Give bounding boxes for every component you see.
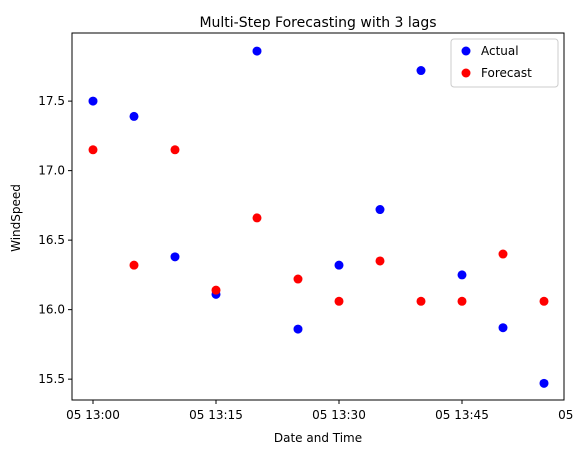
y-tick-label: 17.0: [38, 164, 65, 178]
y-tick-label: 15.5: [38, 372, 65, 386]
actual-point: [170, 252, 180, 262]
legend: Actual Forecast: [450, 38, 559, 88]
plot-area: [71, 32, 565, 401]
legend-label-forecast: Forecast: [481, 66, 532, 80]
y-tick-label: 16.0: [38, 303, 65, 317]
data-points: [88, 46, 549, 388]
forecast-point: [416, 296, 426, 306]
x-tick-label: 05 13:15: [189, 408, 243, 422]
y-tick-label: 17.5: [38, 94, 65, 108]
x-tick-label: 05 13:30: [312, 408, 366, 422]
forecast-point: [293, 274, 303, 284]
actual-point: [457, 270, 467, 280]
forecast-point: [211, 285, 221, 295]
plot-frame: [71, 32, 565, 401]
forecast-point: [88, 145, 98, 155]
forecast-point: [252, 213, 262, 223]
forecast-point: [539, 296, 549, 306]
actual-point: [88, 96, 98, 106]
legend-box: [450, 38, 559, 88]
y-axis-title: WindSpeed: [9, 184, 23, 252]
x-axis-title: Date and Time: [274, 431, 362, 445]
actual-point: [539, 378, 549, 388]
forecast-point: [375, 256, 385, 266]
forecast-point: [334, 296, 344, 306]
chart-title: Multi-Step Forecasting with 3 lags: [199, 15, 436, 31]
forecast-point: [170, 145, 180, 155]
legend-marker-actual: [461, 46, 471, 56]
forecast-point: [129, 260, 139, 270]
x-tick-label: 05 13:45: [435, 408, 489, 422]
actual-point: [129, 111, 139, 121]
y-tick-label: 16.5: [38, 233, 65, 247]
actual-point: [416, 66, 426, 76]
legend-label-actual: Actual: [481, 44, 519, 58]
forecast-point: [498, 249, 508, 259]
legend-marker-forecast: [461, 68, 471, 78]
actual-point: [498, 323, 508, 333]
actual-point: [334, 260, 344, 270]
x-tick-label: 05 13:00: [66, 408, 120, 422]
x-tick-label: 05 14:00: [558, 408, 576, 422]
axes: 15.5 16.0 16.5 17.0 17.5 05 13:00 05 13:15 05 1…: [38, 94, 576, 422]
actual-point: [293, 324, 303, 334]
actual-point: [375, 205, 385, 215]
forecast-point: [457, 296, 467, 306]
actual-point: [252, 46, 262, 56]
